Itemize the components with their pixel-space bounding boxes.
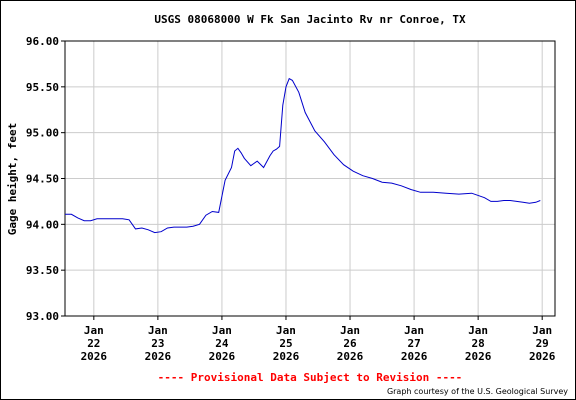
x-tick-month: Jan — [340, 324, 360, 337]
x-tick-year: 2026 — [273, 350, 300, 363]
x-axis-ticks: Jan222026Jan232026Jan242026Jan252026Jan2… — [81, 324, 556, 363]
x-tick-day: 25 — [279, 337, 292, 350]
x-tick-month: Jan — [212, 324, 232, 337]
x-tick-month: Jan — [404, 324, 424, 337]
x-tick-year: 2026 — [465, 350, 492, 363]
credit-text: Graph courtesy of the U.S. Geological Su… — [387, 387, 568, 396]
x-tick-year: 2026 — [401, 350, 428, 363]
plot-area — [64, 40, 556, 317]
y-tick-label: 95.00 — [26, 127, 59, 140]
x-tick-day: 26 — [343, 337, 357, 350]
x-tick-month: Jan — [276, 324, 296, 337]
x-tick-month: Jan — [468, 324, 488, 337]
x-tick-month: Jan — [532, 324, 552, 337]
y-tick-label: 94.00 — [26, 218, 59, 231]
y-tick-label: 95.50 — [26, 81, 59, 94]
y-tick-label: 93.50 — [26, 264, 59, 277]
x-tick-day: 24 — [215, 337, 229, 350]
x-tick-day: 22 — [87, 337, 100, 350]
x-tick-day: 23 — [151, 337, 164, 350]
y-tick-label: 93.00 — [26, 310, 59, 323]
x-tick-day: 27 — [407, 337, 420, 350]
x-tick-year: 2026 — [145, 350, 172, 363]
gage-height-line — [65, 77, 541, 234]
y-axis-ticks: 93.00 93.50 94.00 94.50 95.00 95.50 96.00 — [26, 35, 59, 323]
chart-title: USGS 08068000 W Fk San Jacinto Rv nr Con… — [154, 13, 466, 26]
x-tick-year: 2026 — [209, 350, 236, 363]
x-tick-year: 2026 — [81, 350, 108, 363]
y-tick-label: 94.50 — [26, 173, 59, 186]
x-tick-month: Jan — [148, 324, 168, 337]
y-tick-label: 96.00 — [26, 35, 59, 48]
grid-lines — [61, 40, 555, 320]
x-tick-month: Jan — [84, 324, 104, 337]
x-tick-day: 29 — [536, 337, 549, 350]
y-axis-label: Gage height, feet — [6, 123, 19, 236]
provisional-notice: ---- Provisional Data Subject to Revisio… — [158, 371, 463, 384]
x-tick-year: 2026 — [337, 350, 364, 363]
x-tick-year: 2026 — [529, 350, 556, 363]
x-tick-day: 28 — [472, 337, 485, 350]
